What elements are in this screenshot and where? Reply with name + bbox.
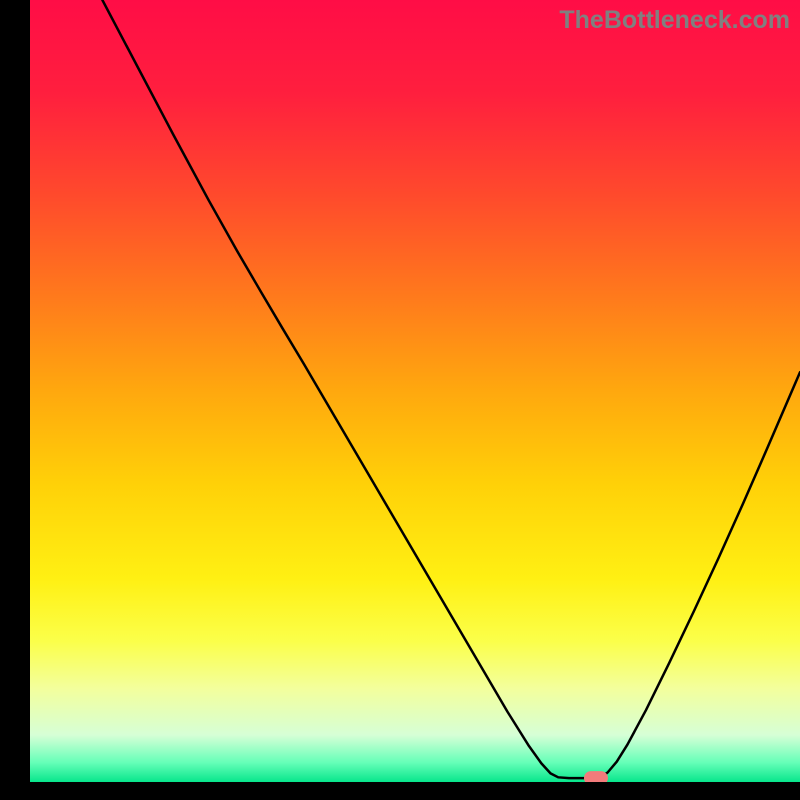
plot-area [30, 0, 800, 782]
gradient-background [30, 0, 800, 782]
bottleneck-chart [30, 0, 800, 782]
optimal-point-marker [584, 771, 608, 782]
watermark-label: TheBottleneck.com [559, 6, 790, 35]
